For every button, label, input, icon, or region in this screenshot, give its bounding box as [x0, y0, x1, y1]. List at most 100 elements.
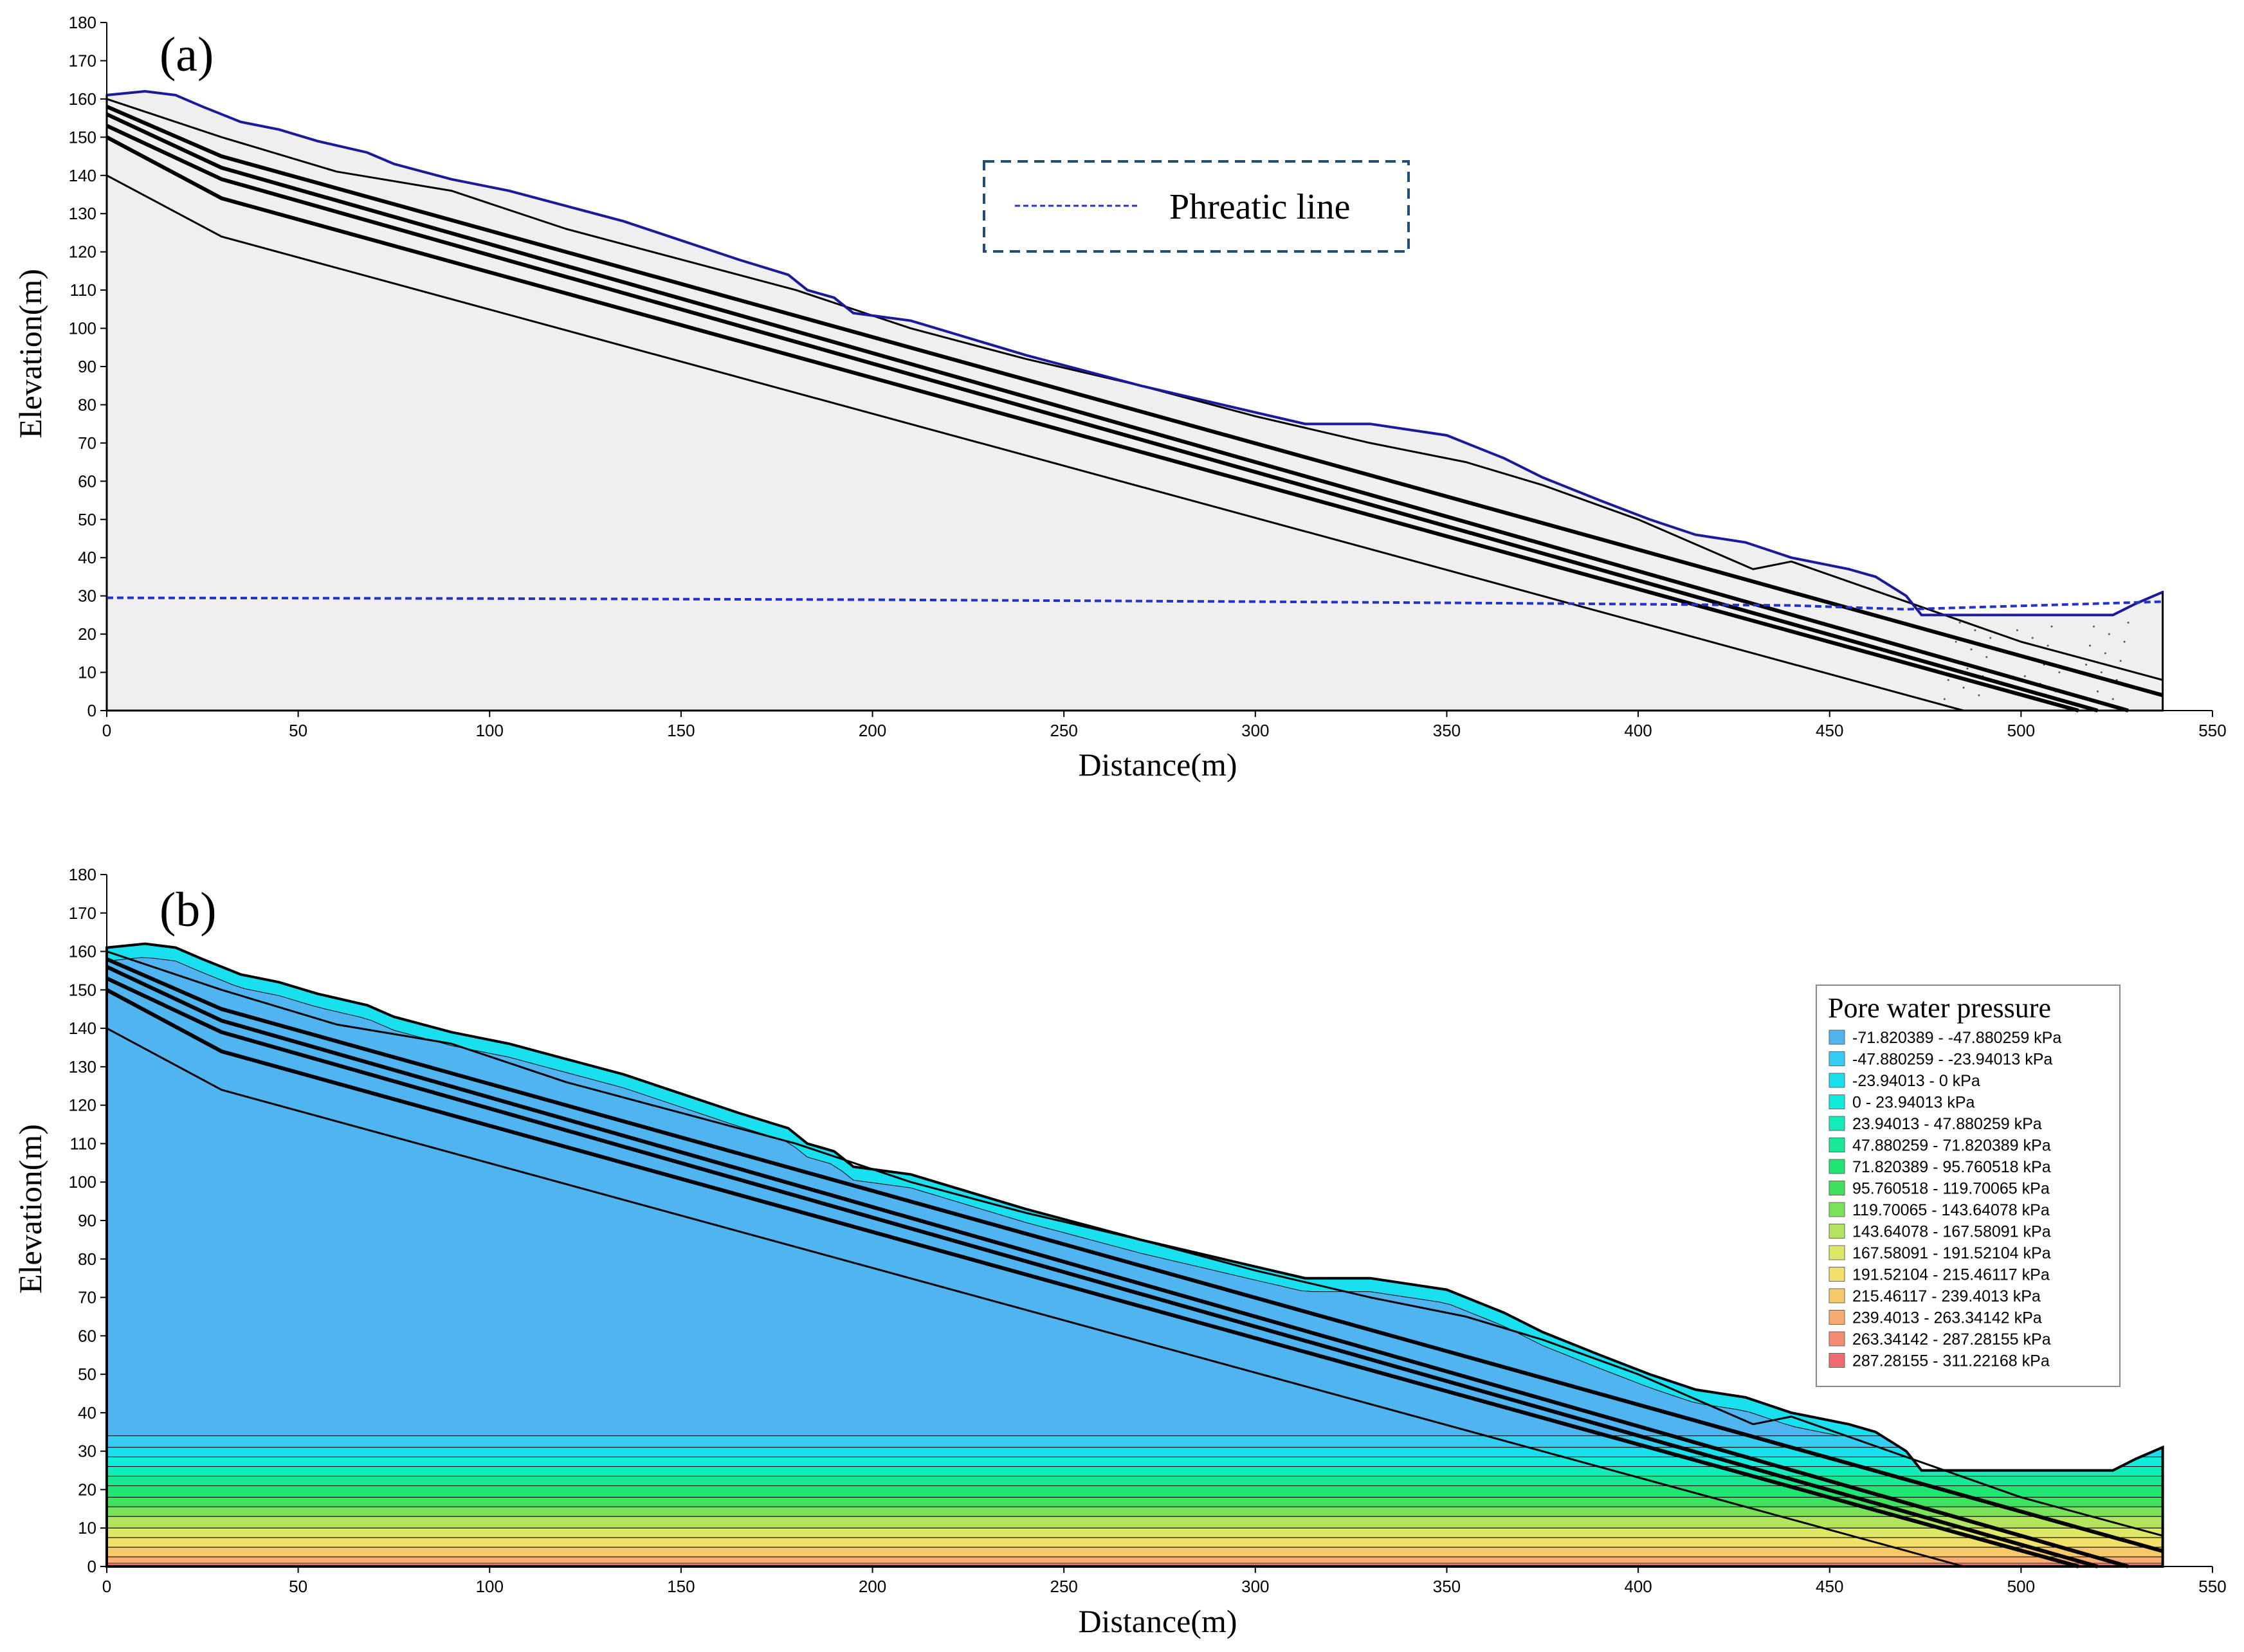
- y-tick-label: 40: [78, 1403, 96, 1422]
- legend-item-label: -47.880259 - -23.94013 kPa: [1852, 1051, 2052, 1069]
- y-tick-label: 30: [78, 586, 96, 606]
- legend-box-a: [983, 160, 1410, 253]
- y-tick-label: 30: [78, 1442, 96, 1461]
- x-tick-label: 250: [1050, 721, 1077, 740]
- legend-item-label: -23.94013 - 0 kPa: [1852, 1072, 1980, 1090]
- legend-swatch: [1829, 1181, 1845, 1195]
- mesh-dot: [2127, 621, 2130, 624]
- legend-item-label: 287.28155 - 311.22168 kPa: [1852, 1352, 2050, 1370]
- mesh-dot: [2085, 664, 2088, 666]
- ground-surface-line-a: [106, 89, 2164, 617]
- y-tick-label: 50: [78, 510, 96, 529]
- mesh-dot: [1985, 656, 1988, 658]
- y-tick-label: 90: [78, 1211, 96, 1230]
- legend-item-label: -71.820389 - -47.880259 kPa: [1852, 1029, 2061, 1047]
- y-tick-label: 130: [69, 204, 96, 223]
- panel-label-a: (a): [160, 28, 214, 82]
- legend-label-phreatic: Phreatic line: [1169, 187, 1350, 227]
- legend-item-label: 239.4013 - 263.34142 kPa: [1852, 1309, 2042, 1327]
- layer-boundary-line: [105, 123, 2099, 713]
- mesh-dot: [2050, 625, 2053, 628]
- legend-swatch: [1829, 1288, 1845, 1303]
- y-tick-label: 180: [69, 13, 96, 32]
- y-tick-label: 110: [70, 280, 96, 300]
- legend-item-label: 191.52104 - 215.46117 kPa: [1852, 1266, 2050, 1284]
- y-tick-label: 110: [70, 1134, 96, 1153]
- mesh-dot: [2119, 660, 2122, 662]
- y-tick-label: 40: [78, 548, 96, 567]
- y-ticks-a: 0 10 20 30 40 50 60 70 80 90 100 110 120 130 140 150 160…: [69, 13, 107, 720]
- x-tick-label: 100: [476, 1577, 504, 1596]
- mesh-dot: [1943, 698, 1946, 700]
- mesh-dot: [2047, 644, 2049, 647]
- layer-boundary-line: [105, 112, 2129, 713]
- legend-swatch: [1829, 1051, 1845, 1066]
- x-tick-label: 0: [102, 1577, 111, 1596]
- legend-swatch: [1829, 1159, 1845, 1174]
- legend-swatch: [1829, 1353, 1845, 1368]
- mesh-dot: [2092, 625, 2095, 628]
- y-tick-label: 160: [69, 89, 96, 109]
- mesh-dot: [1962, 686, 1965, 689]
- legend-swatch: [1829, 1030, 1845, 1045]
- y-tick-label: 60: [78, 1326, 96, 1345]
- y-tick-label: 80: [78, 395, 96, 414]
- y-tick-label: 70: [78, 1288, 96, 1307]
- y-tick-label: 180: [69, 865, 96, 884]
- legend-swatch: [1829, 1116, 1845, 1131]
- x-tick-label: 150: [667, 721, 695, 740]
- y-tick-label: 120: [69, 1096, 96, 1115]
- y-tick-label: 130: [69, 1057, 96, 1076]
- legend-swatch: [1829, 1073, 1845, 1088]
- x-tick-label: 500: [2007, 1577, 2035, 1596]
- y-axis-label-a: Elevation(m): [12, 269, 48, 439]
- y-tick-label: 90: [78, 357, 96, 376]
- layer-boundaries-b: [105, 950, 2164, 1568]
- y-tick-label: 20: [78, 1480, 96, 1499]
- legend-item-label: 0 - 23.94013 kPa: [1852, 1094, 1975, 1112]
- y-tick-label: 0: [87, 1557, 96, 1576]
- legend-item-label: 167.58091 - 191.52104 kPa: [1852, 1244, 2051, 1262]
- legend-swatch: [1829, 1224, 1845, 1239]
- mesh-dot: [2100, 671, 2103, 674]
- x-tick-label: 50: [289, 721, 307, 740]
- x-tick-label: 300: [1241, 721, 1269, 740]
- slope-domain-b: [107, 943, 2163, 1566]
- y-tick-label: 150: [69, 127, 96, 147]
- legend-box-b: [1816, 985, 2121, 1387]
- mesh-dot: [2108, 633, 2110, 635]
- layer-boundary-line: [105, 105, 2164, 698]
- x-tick-label: 450: [1816, 1577, 1843, 1596]
- y-tick-label: 80: [78, 1249, 96, 1269]
- legend-swatch: [1829, 1094, 1845, 1109]
- layer-boundary-line: [105, 988, 2079, 1568]
- x-tick-label: 200: [859, 1577, 886, 1596]
- layer-boundary-line: [106, 1027, 1964, 1568]
- legend-item-label: 71.820389 - 95.760518 kPa: [1852, 1158, 2051, 1176]
- x-tick-label: 350: [1433, 721, 1461, 740]
- ground-surface-line-b: [105, 942, 2164, 1568]
- mesh-dot: [2031, 637, 2034, 639]
- mesh-dot: [2104, 652, 2106, 655]
- x-tick-label: 100: [476, 721, 504, 740]
- x-tick-label: 400: [1624, 721, 1652, 740]
- legend-item-label: 143.64078 - 167.58091 kPa: [1852, 1223, 2051, 1241]
- legend-item-label: 119.70065 - 143.64078 kPa: [1852, 1201, 2050, 1219]
- panel-a: 0 50 100 150 200 250 300 350 400 450 500 550 0 10 20 3…: [12, 13, 2227, 783]
- legend-swatch: [1829, 1310, 1845, 1325]
- panel-b: 0 50 100 150 200 250 300 350 400 450 500 550 0 10 20 3…: [12, 865, 2227, 1639]
- x-tick-label: 400: [1624, 1577, 1652, 1596]
- mesh-dot: [1947, 678, 1949, 681]
- x-tick-label: 550: [2198, 1577, 2226, 1596]
- y-tick-label: 140: [69, 166, 96, 185]
- y-tick-label: 70: [78, 433, 96, 453]
- legend-a: Phreatic line: [983, 160, 1410, 253]
- x-axis-label-a: Distance(m): [1078, 747, 1237, 783]
- y-tick-label: 100: [69, 1172, 96, 1192]
- x-tick-label: 150: [667, 1577, 695, 1596]
- legend-item-label: 47.880259 - 71.820389 kPa: [1852, 1137, 2051, 1155]
- legend-swatch: [1829, 1245, 1845, 1260]
- pressure-bands: [107, 943, 2163, 1566]
- y-tick-label: 150: [69, 980, 96, 999]
